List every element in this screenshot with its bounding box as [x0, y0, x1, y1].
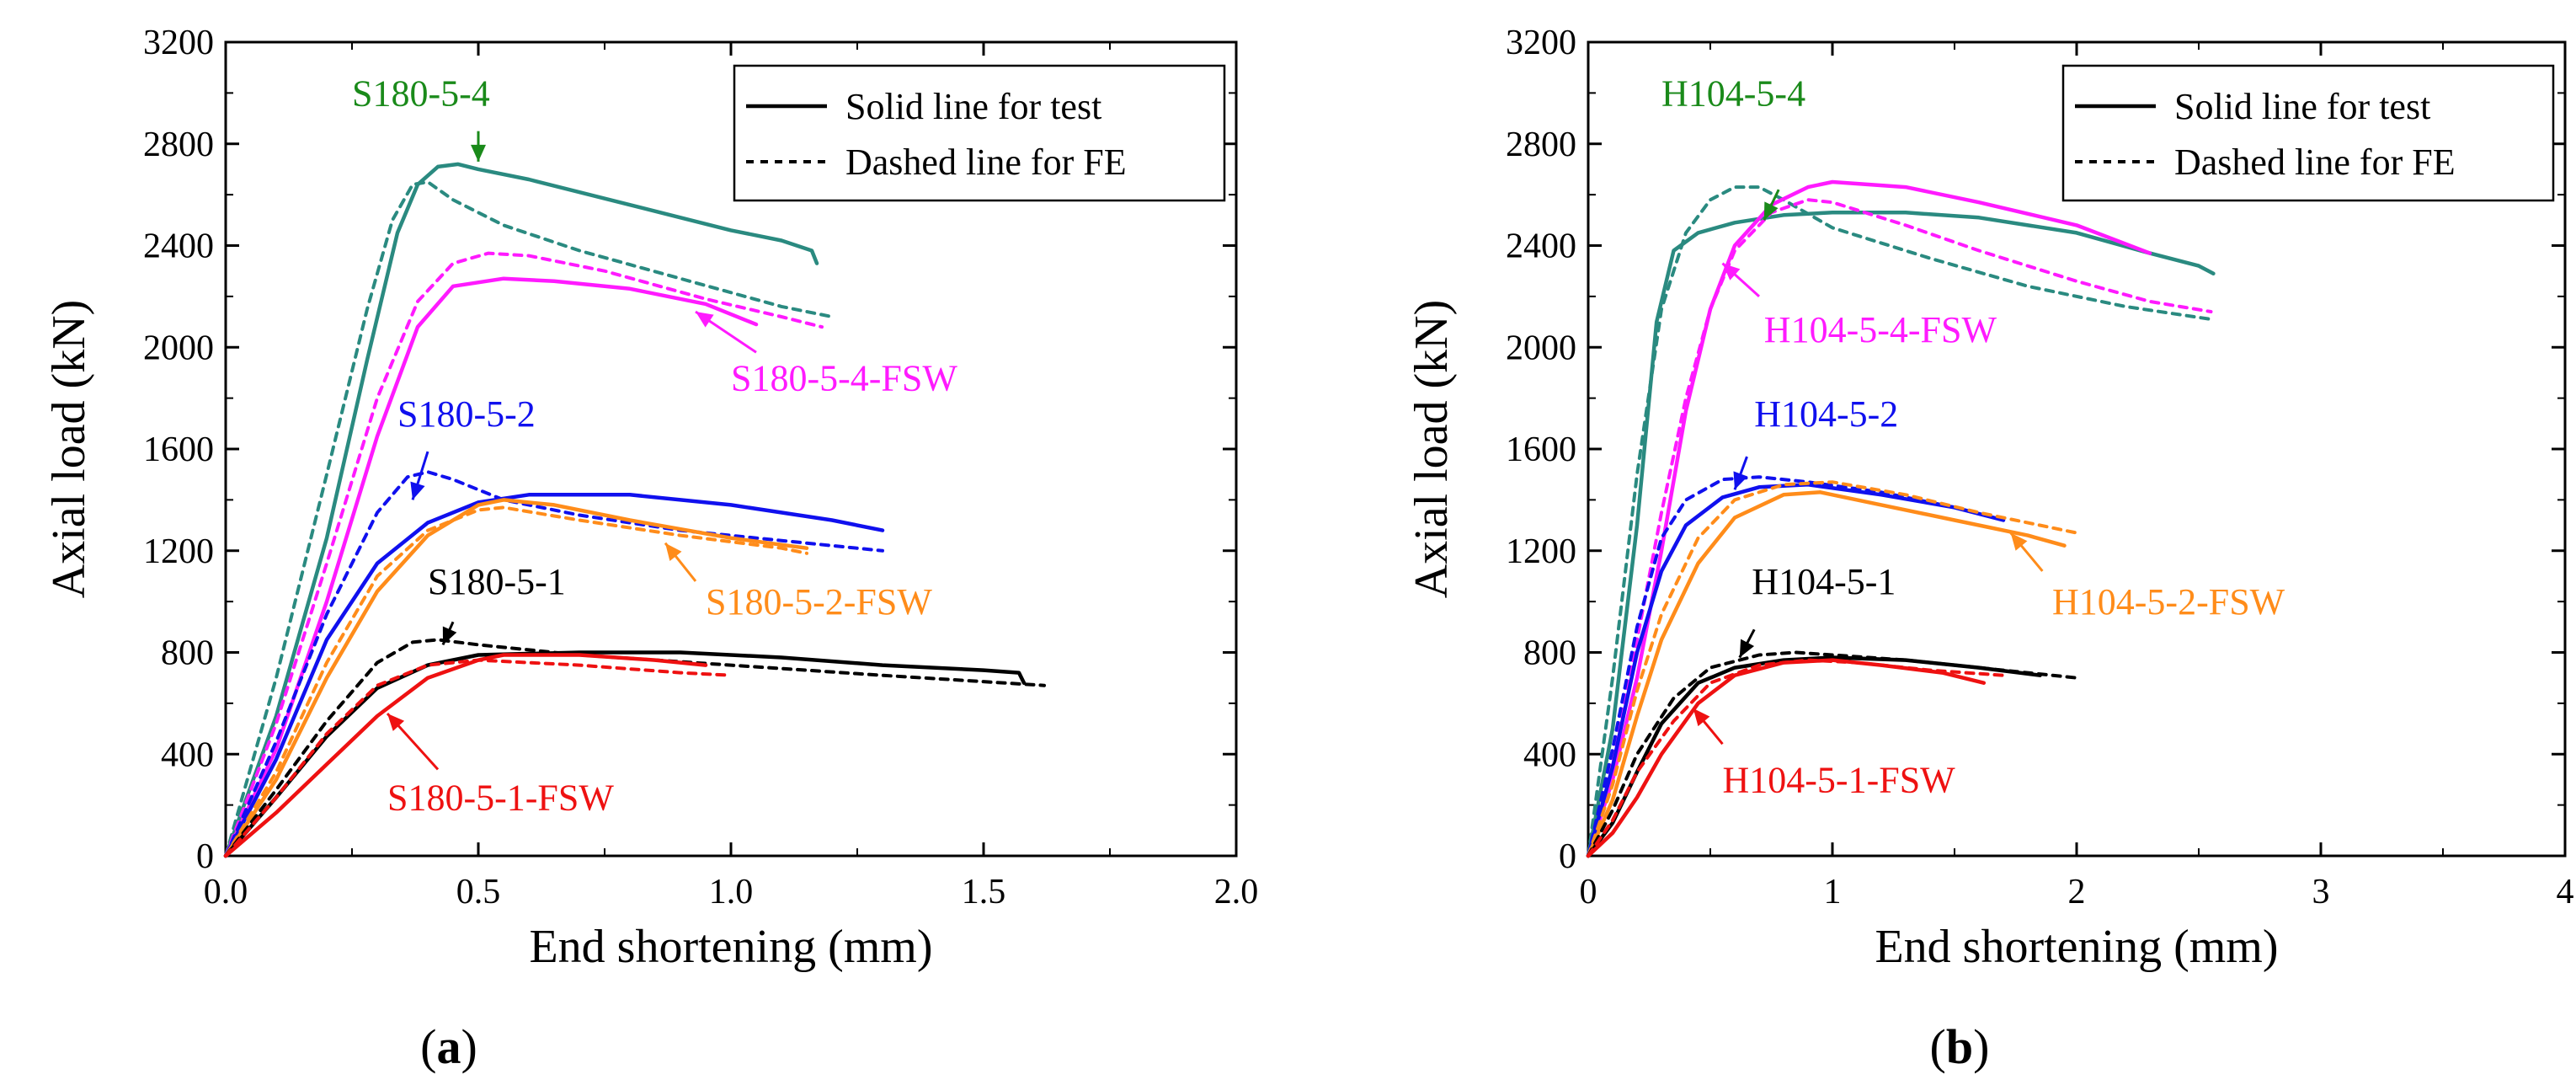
annotation-label: S180-5-1: [428, 561, 566, 602]
x-tick-label: 4: [2557, 873, 2574, 911]
legend-box: [2061, 64, 2555, 202]
annotation-label: H104-5-4: [1661, 72, 1805, 114]
x-tick-label: 3: [2312, 873, 2330, 911]
panel-b: 0 400 800 1200 1600 2000 2400 2800 3200 0 1 2 3 4 End …: [1405, 24, 2574, 973]
annotation-arrowhead: [410, 481, 425, 500]
legend-label: Dashed line for FE: [2174, 142, 2456, 183]
annotation-label: S180-5-4-FSW: [731, 358, 957, 399]
series-line-s180-5-1-test: [223, 650, 1027, 858]
x-tick-label: 1.0: [709, 873, 754, 911]
y-tick-label: 1200: [1506, 532, 1576, 571]
annotation-label: H104-5-1: [1752, 561, 1896, 602]
series-line-h104-5-4-fsw-fe: [1587, 198, 2213, 858]
y-tick-label: 2400: [1506, 227, 1576, 266]
series-line-h104-5-2-fsw-test: [1586, 490, 2067, 858]
annotation-arrowhead: [387, 713, 405, 731]
y-tick-label: 3200: [1506, 24, 1576, 62]
x-tick-label: 2: [2068, 873, 2086, 911]
annotation-label: S180-5-2-FSW: [706, 581, 932, 623]
series-line-h104-5-2-fe: [1587, 475, 2005, 858]
annotation-arrowhead: [1722, 263, 1741, 281]
series-line-s180-5-2-fsw-test: [223, 498, 809, 858]
series-line-s180-5-4-test: [223, 162, 819, 858]
x-tick-label: 0: [1580, 873, 1597, 911]
series-line-h104-5-1-fe: [1587, 650, 2078, 858]
annotation-label: H104-5-2: [1754, 393, 1898, 435]
series-line-s180-5-4-fsw-test: [223, 276, 759, 858]
series-line-s180-5-1-fsw-test: [223, 653, 708, 858]
annotation-arrowhead: [665, 542, 682, 561]
y-tick-label: 400: [1523, 735, 1576, 774]
annotation-arrowhead: [442, 626, 457, 645]
y-tick-label: 2000: [143, 329, 214, 367]
legend-label: Solid line for test: [845, 86, 1101, 127]
y-axis-label: Axial load (kN): [1405, 300, 1458, 599]
x-tick-label: 1.5: [962, 873, 1006, 911]
y-tick-label: 800: [1523, 634, 1576, 673]
x-axis-label: End shortening (mm): [529, 921, 932, 973]
y-tick-label: 2400: [143, 227, 214, 266]
series-line-h104-5-4-fsw-test: [1586, 179, 2152, 858]
annotation-arrowhead: [1763, 201, 1779, 221]
annotation-label: S180-5-4: [352, 72, 490, 114]
legend-label: Dashed line for FE: [845, 142, 1127, 183]
series-line-h104-5-2-fsw-fe: [1587, 480, 2078, 858]
legend-box: [733, 64, 1226, 202]
annotation-label: H104-5-2-FSW: [2052, 581, 2285, 623]
y-tick-label: 2800: [1506, 126, 1576, 164]
series-line-s180-5-1-fsw-fe: [224, 658, 733, 858]
series-line-h104-5-4-test: [1586, 211, 2216, 858]
y-tick-label: 1600: [143, 430, 214, 469]
annotation-arrowhead: [1693, 708, 1710, 727]
y-axis-label: Axial load (kN): [43, 300, 95, 599]
x-tick-label: 0.0: [204, 873, 248, 911]
series-line-s180-5-1-fe: [224, 638, 1046, 858]
annotation-label: S180-5-1-FSW: [387, 778, 614, 819]
y-tick-label: 2000: [1506, 329, 1576, 367]
annotation-arrowhead: [1739, 639, 1755, 658]
series-line-h104-5-2-test: [1586, 483, 2006, 858]
series-line-s180-5-4-fsw-fe: [224, 251, 824, 858]
panel-a-caption: (a): [420, 1019, 477, 1074]
annotation-arrowhead: [471, 144, 486, 162]
x-axis-label: End shortening (mm): [1875, 921, 2278, 973]
y-tick-label: 400: [161, 735, 214, 774]
annotation-arrowhead: [1733, 471, 1748, 490]
y-tick-label: 1200: [143, 532, 214, 571]
series-line-s180-5-4-fe: [224, 180, 834, 858]
panel-b-caption: (b): [1930, 1019, 1990, 1074]
annotation-label: S180-5-2: [397, 393, 536, 435]
y-tick-label: 800: [161, 634, 214, 673]
annotation-label: H104-5-4-FSW: [1764, 309, 1997, 350]
annotation-label: H104-5-1-FSW: [1723, 760, 1956, 801]
x-tick-label: 0.5: [456, 873, 501, 911]
series-line-s180-5-2-fsw-fe: [224, 505, 808, 858]
panel-a: 0 400 800 1200 1600 2000 2400 2800 3200 0.0 0.5 1.0…: [43, 24, 1258, 973]
x-tick-label: 2.0: [1214, 873, 1259, 911]
y-tick-label: 0: [1559, 837, 1576, 876]
y-tick-label: 3200: [143, 24, 214, 62]
series-line-h104-5-4-fe: [1587, 185, 2213, 858]
series-line-s180-5-2-test: [223, 493, 885, 858]
series-line-h104-5-1-test: [1586, 655, 2042, 858]
y-tick-label: 1600: [1506, 430, 1576, 469]
annotation-arrowhead: [2010, 532, 2028, 551]
y-tick-label: 2800: [143, 126, 214, 164]
y-tick-label: 0: [196, 837, 214, 876]
series-line-h104-5-1-fsw-fe: [1587, 658, 2005, 858]
x-tick-label: 1: [1824, 873, 1842, 911]
legend-label: Solid line for test: [2174, 86, 2430, 127]
annotation-arrowhead: [696, 311, 714, 328]
